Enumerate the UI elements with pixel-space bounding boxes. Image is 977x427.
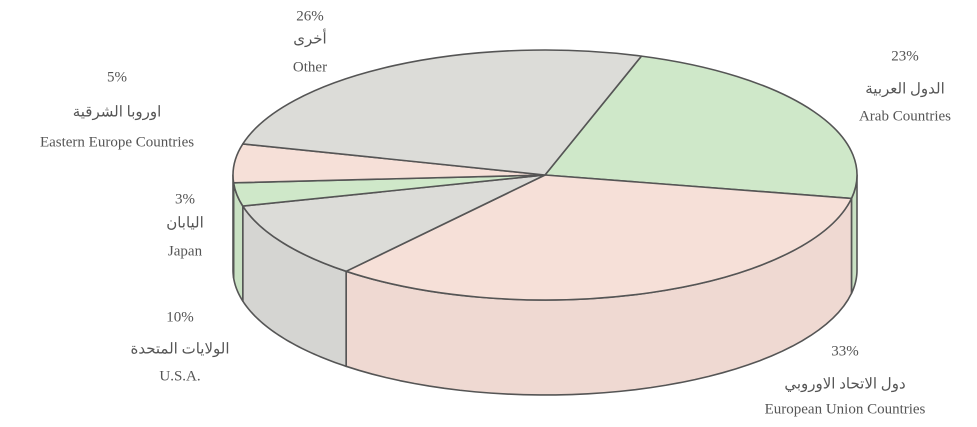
category-label-ar: أخرى [293,28,326,47]
category-label: Other [293,59,327,75]
value-label: 3% [175,191,195,207]
category-label-ar: الدول العربية [865,81,945,97]
category-label: Arab Countries [859,108,951,124]
slice [242,49,643,176]
category-label: Eastern Europe Countries [40,134,194,150]
slice [345,174,853,301]
value-label: 10% [166,309,194,325]
value-label: 5% [107,69,127,85]
category-label: Japan [168,243,203,259]
category-label-ar: اوروبا الشرقية [73,104,162,120]
category-label-ar: اليابان [166,215,204,231]
category-label-ar: الولايات المتحدة [130,341,229,357]
slice [544,55,858,200]
value-label: 33% [831,343,859,359]
category-label-ar: دول الاتحاد الاوروبي [784,376,905,392]
value-label: 26% [296,8,324,24]
category-label: U.S.A. [159,368,200,384]
value-label: 23% [891,48,919,64]
category-label: European Union Countries [765,401,926,417]
slice-side [232,174,235,279]
